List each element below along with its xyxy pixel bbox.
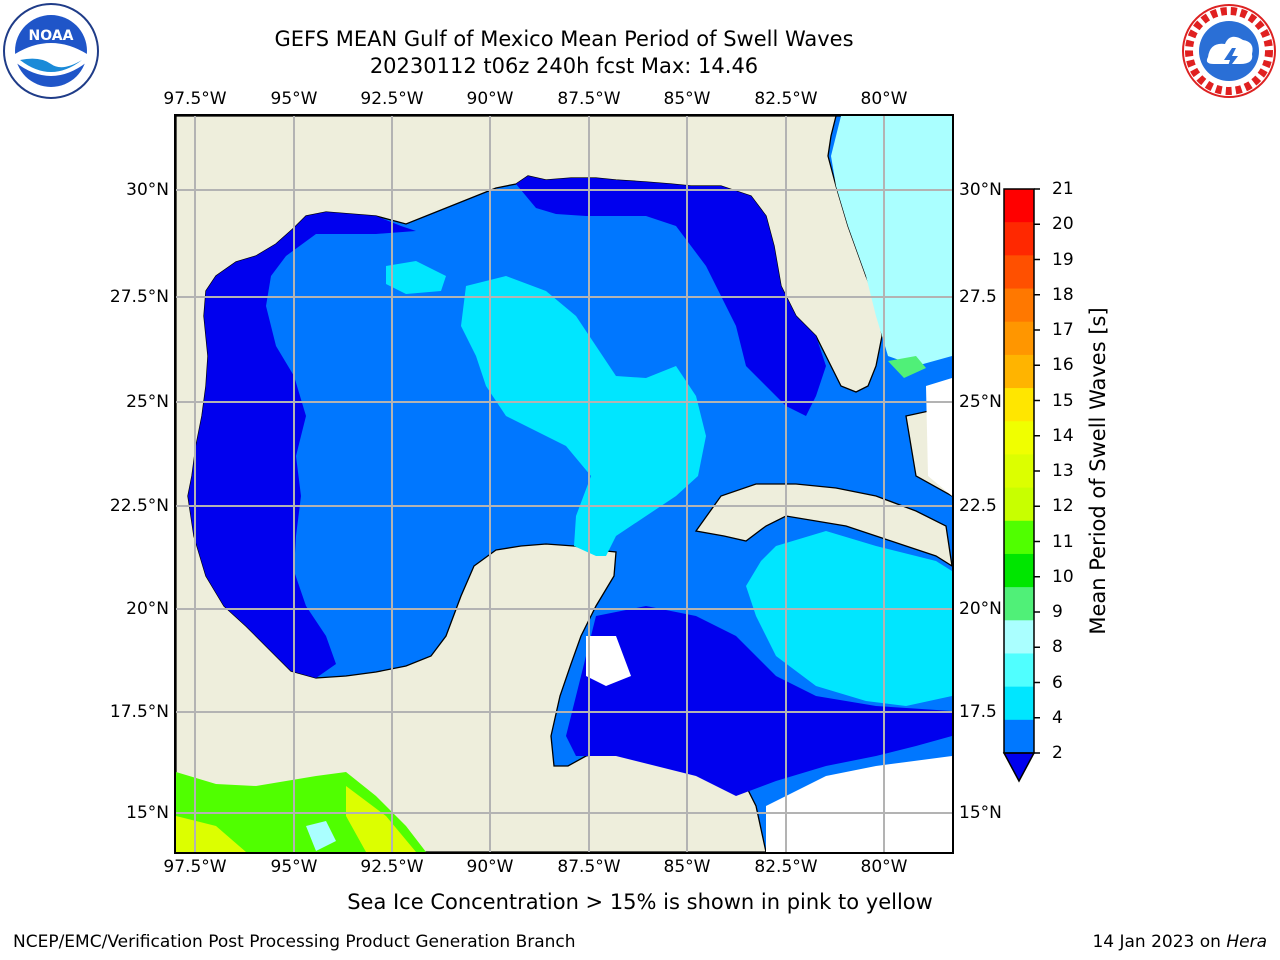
- swell-band-pacific-yellow: [176, 786, 416, 852]
- lon-tick-top: 87.5°W: [557, 89, 621, 109]
- colorbar-tick-label: 15: [1052, 390, 1074, 411]
- lon-tick-top: 85°W: [663, 89, 711, 109]
- colorbar-tick-label: 6: [1052, 672, 1063, 693]
- no-data-region: [766, 756, 952, 852]
- lat-tick-right: 22.5: [959, 496, 997, 516]
- footer-host: Hera: [1226, 932, 1267, 952]
- lon-tick-top: 95°W: [270, 89, 318, 109]
- noaa-logo-icon: NOAA: [3, 3, 99, 99]
- swell-band-dark-west: [188, 212, 416, 678]
- colorbar-tick-label: 14: [1052, 425, 1074, 446]
- colorbar-swatch: [1004, 222, 1034, 256]
- colorbar-swatch: [1004, 288, 1034, 323]
- colorbar-tick-label: 13: [1052, 461, 1074, 481]
- footer-date-text: 14 Jan 2023 on: [1092, 932, 1227, 952]
- swell-band-cyan-island: [386, 261, 446, 294]
- colorbar-tick-label: 16: [1052, 355, 1074, 376]
- colorbar-title: Mean Period of Swell Waves [s]: [1086, 307, 1110, 635]
- sea-ice-caption: Sea Ice Concentration > 15% is shown in …: [0, 890, 1280, 914]
- lon-tick-bottom: 80°W: [860, 857, 908, 877]
- lon-tick-bottom: 95°W: [270, 857, 318, 877]
- colorbar-swatch: [1004, 553, 1034, 588]
- lon-tick-bottom: 87.5°W: [557, 857, 621, 877]
- lat-tick-right: 20°N: [959, 599, 1002, 619]
- colorbar-swatch: [1004, 388, 1034, 422]
- lat-tick-left: 30°N: [126, 180, 169, 200]
- footer-date: 14 Jan 2023 on Hera: [1092, 932, 1267, 952]
- colorbar-tick-label: 12: [1052, 496, 1074, 517]
- nws-logo-icon: [1182, 4, 1276, 98]
- colorbar-swatch: [1004, 686, 1034, 721]
- lon-tick-bottom: 92.5°W: [360, 857, 424, 877]
- colorbar-swatch: [1004, 321, 1034, 356]
- chart-title: GEFS MEAN Gulf of Mexico Mean Period of …: [274, 27, 854, 51]
- lon-tick-bottom: 85°W: [663, 857, 711, 877]
- colorbar-swatch: [1004, 587, 1034, 621]
- colorbar-swatch: [1004, 620, 1034, 654]
- no-data-region: [586, 636, 631, 686]
- swell-band-cyan-caribbean: [746, 531, 952, 706]
- swell-band-dark-south: [566, 606, 952, 796]
- swell-band-pacific-cyan: [306, 821, 336, 851]
- colorbar-tick-label: 9: [1052, 602, 1063, 622]
- lat-tick-left: 17.5°N: [109, 702, 169, 722]
- colorbar: [1002, 188, 1040, 783]
- colorbar-tick-label: 18: [1052, 284, 1074, 305]
- colorbar-tick-label: 2: [1052, 743, 1063, 763]
- colorbar-tick-label: 4: [1052, 707, 1063, 728]
- colorbar-extend-arrow: [1002, 752, 1036, 783]
- lon-tick-top: 90°W: [466, 89, 514, 109]
- swell-band-dark-north: [516, 176, 826, 416]
- colorbar-tick-label: 19: [1052, 249, 1074, 270]
- no-data-region: [926, 378, 952, 496]
- colorbar-tick-label: 21: [1052, 179, 1074, 199]
- swell-band-green-atlantic: [888, 356, 926, 378]
- lon-tick-bottom: 97.5°W: [163, 857, 227, 877]
- colorbar-tick-label: 10: [1052, 566, 1074, 587]
- svg-text:NOAA: NOAA: [29, 28, 74, 44]
- lon-tick-bottom: 82.5°W: [754, 857, 818, 877]
- footer-credit: NCEP/EMC/Verification Post Processing Pr…: [13, 932, 576, 952]
- swell-period-map: [176, 116, 952, 852]
- colorbar-swatch: [1004, 255, 1034, 290]
- colorbar-swatch: [1004, 454, 1034, 489]
- lat-tick-right: 30°N: [959, 180, 1002, 200]
- lat-tick-right: 17.5: [959, 702, 997, 722]
- colorbar-swatch: [1004, 719, 1034, 754]
- map-panel: [174, 114, 954, 854]
- lat-tick-right: 25°N: [959, 392, 1002, 412]
- land-cuba: [694, 483, 952, 567]
- colorbar-tick-label: 11: [1052, 531, 1074, 552]
- swell-band-cyan-atlantic: [831, 116, 952, 366]
- lat-tick-left: 25°N: [126, 392, 169, 412]
- colorbar-swatch: [1004, 354, 1034, 389]
- sea-ice-caption-text: Sea Ice Concentration > 15% is shown in …: [347, 890, 933, 914]
- colorbar-tick-label: 8: [1052, 637, 1063, 658]
- colorbar-swatch: [1004, 653, 1034, 688]
- lat-tick-left: 15°N: [126, 803, 169, 823]
- lat-tick-right: 15°N: [959, 803, 1002, 823]
- chart-subtitle: 20230112 t06z 240h fcst Max: 14.46: [369, 54, 759, 78]
- lat-tick-left: 20°N: [126, 599, 169, 619]
- swell-band-cyan-central: [461, 276, 706, 556]
- colorbar-tick-label: 17: [1052, 320, 1074, 340]
- colorbar-swatch: [1004, 520, 1034, 555]
- colorbar-swatch: [1004, 421, 1034, 455]
- colorbar-tick-label: 20: [1052, 214, 1074, 235]
- lon-tick-top: 82.5°W: [754, 89, 818, 109]
- lon-tick-top: 97.5°W: [163, 89, 227, 109]
- lat-tick-left: 27.5°N: [109, 287, 169, 307]
- lat-tick-right: 27.5: [959, 287, 997, 307]
- lon-tick-top: 92.5°W: [360, 89, 424, 109]
- map-gridlines: [176, 116, 952, 852]
- colorbar-swatch: [1004, 487, 1034, 522]
- lat-tick-left: 22.5°N: [109, 496, 169, 516]
- lon-tick-top: 80°W: [860, 89, 908, 109]
- lon-tick-bottom: 90°W: [466, 857, 514, 877]
- colorbar-swatch: [1004, 189, 1034, 223]
